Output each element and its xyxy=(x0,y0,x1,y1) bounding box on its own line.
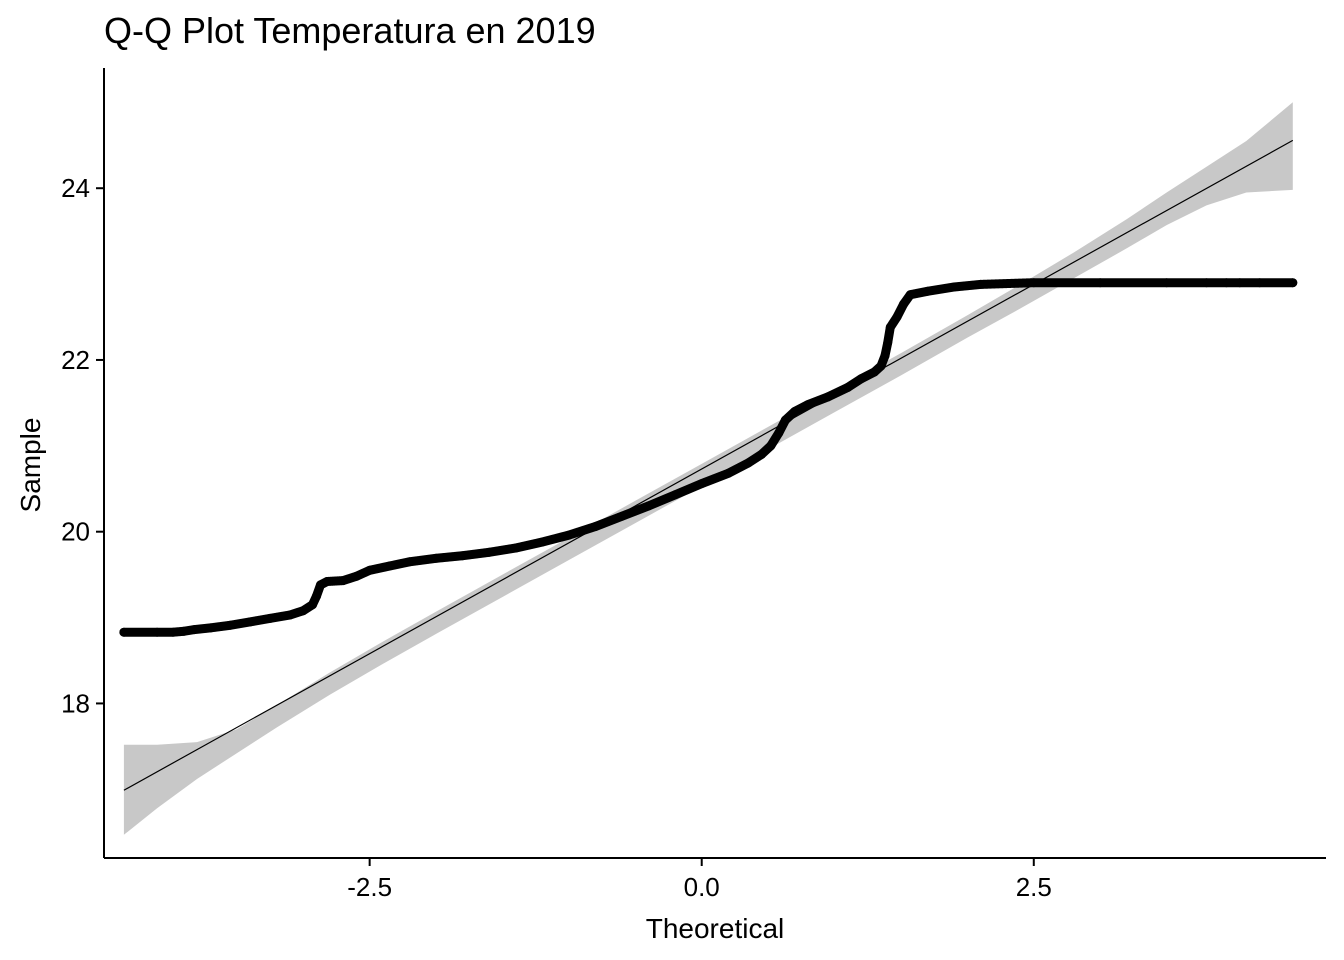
qq-point xyxy=(843,382,853,392)
reference-line xyxy=(123,139,1294,791)
qq-point xyxy=(1235,278,1245,288)
qq-point xyxy=(298,606,308,616)
qq-point xyxy=(365,565,375,575)
qq-point xyxy=(537,537,547,547)
x-axis-title: Theoretical xyxy=(646,913,785,944)
qq-point xyxy=(431,553,441,563)
qq-point xyxy=(591,522,600,531)
sample-quantile-trace xyxy=(119,278,1298,637)
qq-point xyxy=(617,511,627,521)
qq-point xyxy=(285,610,295,620)
qq-point xyxy=(168,627,178,637)
qq-point xyxy=(885,322,895,332)
qq-point xyxy=(803,400,813,410)
qq-point xyxy=(265,613,275,623)
qq-point xyxy=(876,361,886,371)
qq-point xyxy=(1221,278,1231,288)
qq-point xyxy=(458,551,468,561)
qq-point xyxy=(338,576,348,586)
y-tick-label: 20 xyxy=(61,517,90,547)
y-tick-label: 22 xyxy=(61,345,90,375)
confidence-band-layer xyxy=(123,102,1293,835)
qq-point xyxy=(697,479,707,489)
x-tick-label: 2.5 xyxy=(1016,872,1052,902)
qq-point xyxy=(1202,278,1211,288)
qq-point xyxy=(205,623,215,633)
data-points-layer xyxy=(119,278,1298,637)
qq-point xyxy=(1095,278,1105,288)
qq-point xyxy=(1162,278,1172,288)
qq-point xyxy=(644,501,654,511)
qq-point xyxy=(757,449,766,459)
chart-title: Q-Q Plot Temperatura en 2019 xyxy=(104,10,596,51)
qq-point xyxy=(484,547,494,557)
qq-point xyxy=(923,286,932,296)
qq-point xyxy=(869,367,879,377)
qq-point xyxy=(1029,278,1039,288)
y-tick-label: 24 xyxy=(61,173,90,203)
qq-point xyxy=(790,407,800,416)
qq-point xyxy=(245,617,255,627)
confidence-band xyxy=(123,102,1293,835)
qq-point xyxy=(949,282,959,292)
qq-point xyxy=(119,627,129,637)
qq-point xyxy=(308,600,317,610)
x-tick-label: -2.5 xyxy=(347,872,392,902)
qq-point xyxy=(322,577,332,586)
qq-point xyxy=(856,374,866,384)
qq-point xyxy=(774,428,784,438)
qq-point xyxy=(723,468,733,478)
qq-point xyxy=(670,490,680,500)
qq-point xyxy=(766,441,776,451)
qq-point xyxy=(152,627,162,637)
qq-point xyxy=(823,392,833,402)
qq-point xyxy=(905,290,915,300)
qq-point xyxy=(1288,278,1298,288)
reference-line-layer xyxy=(123,139,1294,791)
x-tick-label: 0.0 xyxy=(684,872,720,902)
qq-point xyxy=(743,458,753,468)
qq-point xyxy=(189,625,199,635)
qq-point xyxy=(312,591,321,601)
qq-point xyxy=(225,620,235,630)
qq-point xyxy=(351,571,361,581)
qq-point xyxy=(880,351,890,361)
qq-point xyxy=(405,557,414,567)
qq-point xyxy=(899,299,909,309)
qq-point xyxy=(385,561,395,571)
qq-point xyxy=(883,338,893,348)
y-axis-ticks: 18 20 22 24 xyxy=(61,173,104,718)
qq-point xyxy=(179,626,189,636)
qq-point xyxy=(892,312,902,322)
qq-point xyxy=(1255,278,1265,288)
qq-point xyxy=(976,279,986,289)
qq-point xyxy=(780,415,790,425)
qq-point xyxy=(564,530,574,540)
y-axis-title: Sample xyxy=(15,418,46,513)
qq-point xyxy=(511,543,521,553)
x-axis-ticks: -2.5 0.0 2.5 xyxy=(347,858,1052,902)
y-tick-label: 18 xyxy=(61,688,90,718)
